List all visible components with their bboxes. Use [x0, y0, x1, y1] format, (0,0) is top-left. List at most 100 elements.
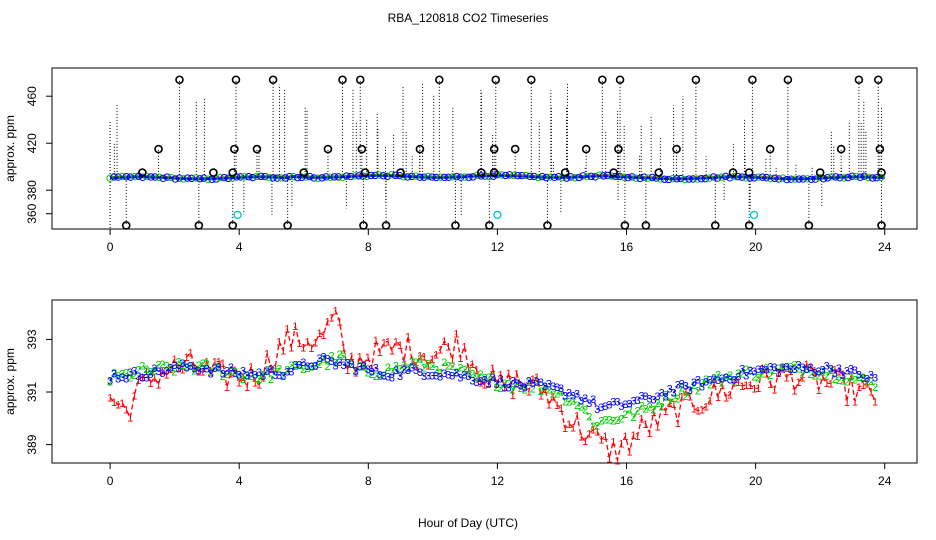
series-1-point: 1: [425, 360, 431, 372]
series-3-point: 3: [586, 398, 592, 410]
series-3-point: 3: [558, 383, 564, 395]
series-3-point: 3: [485, 379, 491, 391]
outlier-point: [228, 221, 238, 230]
series-3-point: 3: [715, 375, 721, 387]
baseline-marker: [110, 173, 118, 181]
baseline-marker: [383, 172, 392, 181]
series-3-point: 3: [590, 394, 596, 406]
baseline-marker: [240, 173, 249, 181]
baseline-marker: [526, 172, 534, 181]
series-2-point: 2: [284, 364, 290, 376]
series-1-point: 1: [574, 410, 580, 422]
series-2-point: 2: [502, 378, 508, 390]
series-1-point: 1: [634, 431, 640, 443]
series-3-point: 3: [180, 358, 186, 370]
baseline-marker: [224, 174, 233, 183]
baseline-marker: [192, 174, 200, 182]
baseline-marker: [701, 174, 710, 183]
outlier-point: [323, 144, 333, 154]
x-tick-label: 24: [878, 474, 892, 488]
baseline-marker: [375, 171, 383, 179]
series-3-point: 3: [832, 368, 838, 380]
baseline-marker: [844, 173, 852, 182]
series-2-point: 2: [252, 373, 258, 385]
series-3-point: 3: [373, 363, 379, 375]
baseline-marker: [595, 171, 604, 179]
baseline-marker: [836, 174, 844, 182]
series-3-point: 3: [816, 366, 822, 378]
outlier-point: [609, 168, 618, 177]
series-1-point: 1: [683, 387, 689, 399]
baseline-marker: [530, 172, 538, 181]
baseline-marker: [783, 175, 791, 184]
series-3-point: 3: [767, 362, 773, 374]
series-1-point: 1: [860, 380, 866, 392]
series-1-point: 1: [256, 380, 262, 392]
series-2-point: 2: [196, 360, 202, 372]
series-2-point: 2: [345, 358, 351, 370]
baseline-marker: [440, 173, 449, 182]
series-3-point: 3: [361, 361, 367, 373]
baseline-marker: [257, 172, 265, 181]
series-2-point: 2: [562, 397, 568, 409]
series-3-point: 3: [441, 368, 447, 380]
series-3-point: 3: [554, 382, 560, 394]
x-tick-label: 0: [107, 240, 114, 254]
baseline-marker: [775, 175, 783, 183]
series-1-point: 1: [123, 404, 129, 416]
series-2-point: 2: [836, 375, 842, 387]
baseline-marker: [832, 173, 840, 181]
series-1-point: 1: [791, 386, 797, 398]
series-2-point: 2: [147, 366, 153, 378]
baseline-marker: [269, 174, 277, 182]
baseline-marker: [424, 172, 432, 181]
baseline-marker: [432, 173, 440, 182]
outlier-point: [154, 144, 163, 154]
series-3-point: 3: [385, 372, 391, 384]
series-2-point: 2: [739, 368, 745, 380]
series-1-point: 1: [820, 372, 826, 384]
series-3-point: 3: [469, 375, 475, 387]
series-3-point: 3: [236, 369, 242, 381]
series-2-point: 2: [465, 365, 471, 377]
series-1-point: 1: [534, 372, 540, 384]
series-1-point: 1: [228, 369, 234, 381]
series-1-point: 1: [731, 378, 737, 390]
series-2-point: 2: [369, 369, 375, 381]
series-2-point: 2: [723, 372, 729, 384]
raw-spikes: [109, 79, 883, 229]
series-2-point: 2: [743, 364, 749, 376]
baseline-marker: [697, 174, 705, 183]
outlier-point: [268, 75, 278, 85]
series-3-point: 3: [514, 378, 520, 390]
series-2-point: 2: [449, 361, 455, 373]
series-2-point: 2: [425, 358, 431, 370]
series-1-point: 1: [868, 386, 874, 398]
series-3-point: 3: [244, 371, 250, 383]
baseline-marker: [342, 172, 351, 180]
outlier-point: [228, 168, 238, 177]
series-2-point: 2: [647, 401, 653, 413]
series-2-point: 2: [530, 383, 536, 395]
outlier-point: [641, 221, 651, 230]
series-2-point: 2: [602, 415, 608, 427]
series-1-point: 1: [300, 343, 306, 355]
series-2-point: 2: [393, 361, 399, 373]
series-2-point: 2: [296, 360, 302, 372]
baseline-marker: [860, 172, 869, 180]
baseline-marker: [762, 173, 771, 182]
series-2-point: 2: [546, 385, 552, 397]
series-1-point: 1: [304, 337, 310, 349]
series-3-point: 3: [534, 377, 540, 389]
series-1-point: 1: [284, 323, 290, 335]
outlier-point: [783, 75, 793, 85]
series-2-point: 2: [220, 371, 226, 383]
series-2-point: 2: [860, 372, 866, 384]
plot-frame: [51, 67, 918, 230]
series-1-point: 1: [824, 378, 830, 390]
series-3-point: 3: [353, 366, 359, 378]
y-tick-label: 420: [25, 133, 39, 153]
series-1-point: 1: [171, 354, 177, 366]
series-1-point: 1: [441, 336, 447, 348]
series-2-point: 2: [139, 361, 145, 373]
